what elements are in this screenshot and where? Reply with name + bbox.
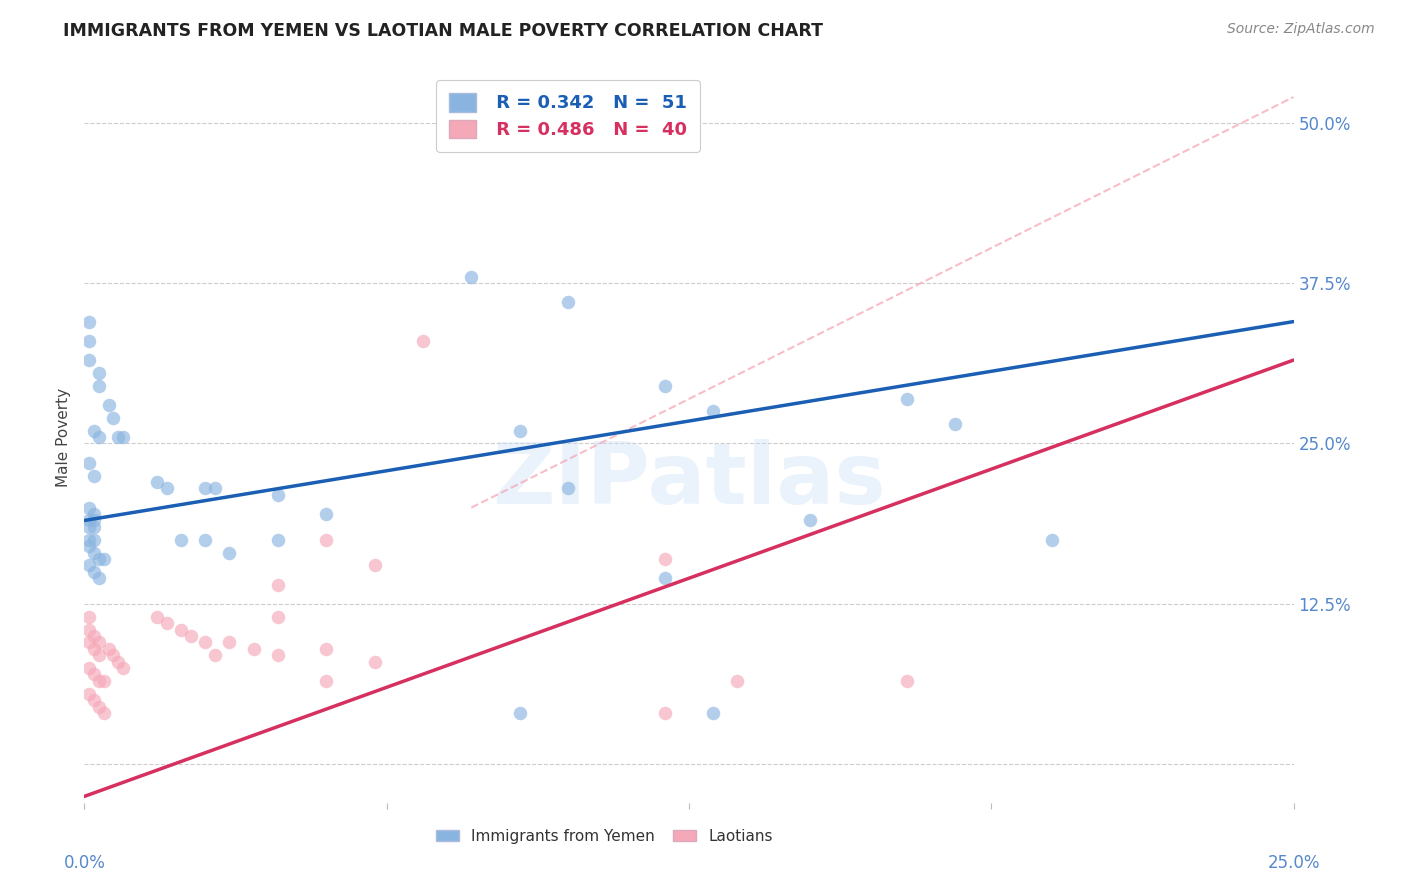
Point	[83, 507, 105, 521]
Point	[363, 655, 385, 669]
Point	[267, 488, 290, 502]
Point	[557, 482, 579, 496]
Point	[799, 514, 821, 528]
Point	[93, 706, 115, 720]
Point	[267, 609, 290, 624]
Point	[654, 571, 676, 585]
Point	[83, 424, 105, 438]
Point	[83, 565, 105, 579]
Point	[77, 635, 100, 649]
Y-axis label: Male Poverty: Male Poverty	[56, 387, 72, 487]
Point	[194, 482, 217, 496]
Point	[77, 533, 100, 547]
Point	[83, 468, 105, 483]
Point	[363, 558, 385, 573]
Point	[97, 398, 120, 412]
Point	[194, 635, 217, 649]
Point	[77, 558, 100, 573]
Point	[83, 533, 105, 547]
Point	[77, 334, 100, 348]
Point	[87, 552, 110, 566]
Point	[267, 533, 290, 547]
Point	[896, 392, 918, 406]
Point	[77, 609, 100, 624]
Point	[943, 417, 966, 432]
Text: ZIPatlas: ZIPatlas	[492, 440, 886, 523]
Text: 0.0%: 0.0%	[63, 855, 105, 872]
Point	[83, 641, 105, 656]
Text: IMMIGRANTS FROM YEMEN VS LAOTIAN MALE POVERTY CORRELATION CHART: IMMIGRANTS FROM YEMEN VS LAOTIAN MALE PO…	[63, 22, 824, 40]
Point	[93, 673, 115, 688]
Point	[83, 514, 105, 528]
Text: Source: ZipAtlas.com: Source: ZipAtlas.com	[1227, 22, 1375, 37]
Point	[87, 699, 110, 714]
Point	[460, 269, 482, 284]
Point	[87, 673, 110, 688]
Point	[509, 424, 531, 438]
Point	[204, 482, 226, 496]
Point	[83, 629, 105, 643]
Point	[242, 641, 264, 656]
Point	[83, 667, 105, 681]
Point	[87, 648, 110, 663]
Point	[702, 404, 724, 418]
Point	[267, 577, 290, 591]
Point	[77, 353, 100, 368]
Point	[112, 661, 135, 675]
Point	[170, 623, 193, 637]
Point	[557, 295, 579, 310]
Legend: Immigrants from Yemen, Laotians: Immigrants from Yemen, Laotians	[430, 822, 779, 850]
Point	[315, 641, 337, 656]
Point	[702, 706, 724, 720]
Point	[77, 514, 100, 528]
Point	[315, 673, 337, 688]
Point	[77, 687, 100, 701]
Point	[218, 635, 240, 649]
Point	[170, 533, 193, 547]
Point	[267, 648, 290, 663]
Point	[77, 661, 100, 675]
Point	[654, 552, 676, 566]
Point	[77, 500, 100, 515]
Point	[87, 635, 110, 649]
Point	[896, 673, 918, 688]
Point	[103, 410, 125, 425]
Point	[194, 533, 217, 547]
Point	[83, 693, 105, 707]
Point	[77, 456, 100, 470]
Point	[87, 430, 110, 444]
Point	[87, 571, 110, 585]
Point	[97, 641, 120, 656]
Point	[77, 520, 100, 534]
Point	[77, 315, 100, 329]
Point	[1040, 533, 1063, 547]
Point	[77, 539, 100, 553]
Point	[107, 655, 129, 669]
Point	[146, 609, 169, 624]
Point	[725, 673, 748, 688]
Point	[112, 430, 135, 444]
Point	[87, 378, 110, 392]
Point	[93, 552, 115, 566]
Point	[654, 706, 676, 720]
Point	[155, 482, 177, 496]
Point	[146, 475, 169, 489]
Point	[204, 648, 226, 663]
Point	[103, 648, 125, 663]
Point	[87, 366, 110, 380]
Point	[155, 616, 177, 631]
Point	[107, 430, 129, 444]
Text: 25.0%: 25.0%	[1267, 855, 1320, 872]
Point	[83, 545, 105, 559]
Point	[654, 378, 676, 392]
Point	[83, 520, 105, 534]
Point	[180, 629, 202, 643]
Point	[77, 623, 100, 637]
Point	[412, 334, 434, 348]
Point	[315, 533, 337, 547]
Point	[315, 507, 337, 521]
Point	[509, 706, 531, 720]
Point	[218, 545, 240, 559]
